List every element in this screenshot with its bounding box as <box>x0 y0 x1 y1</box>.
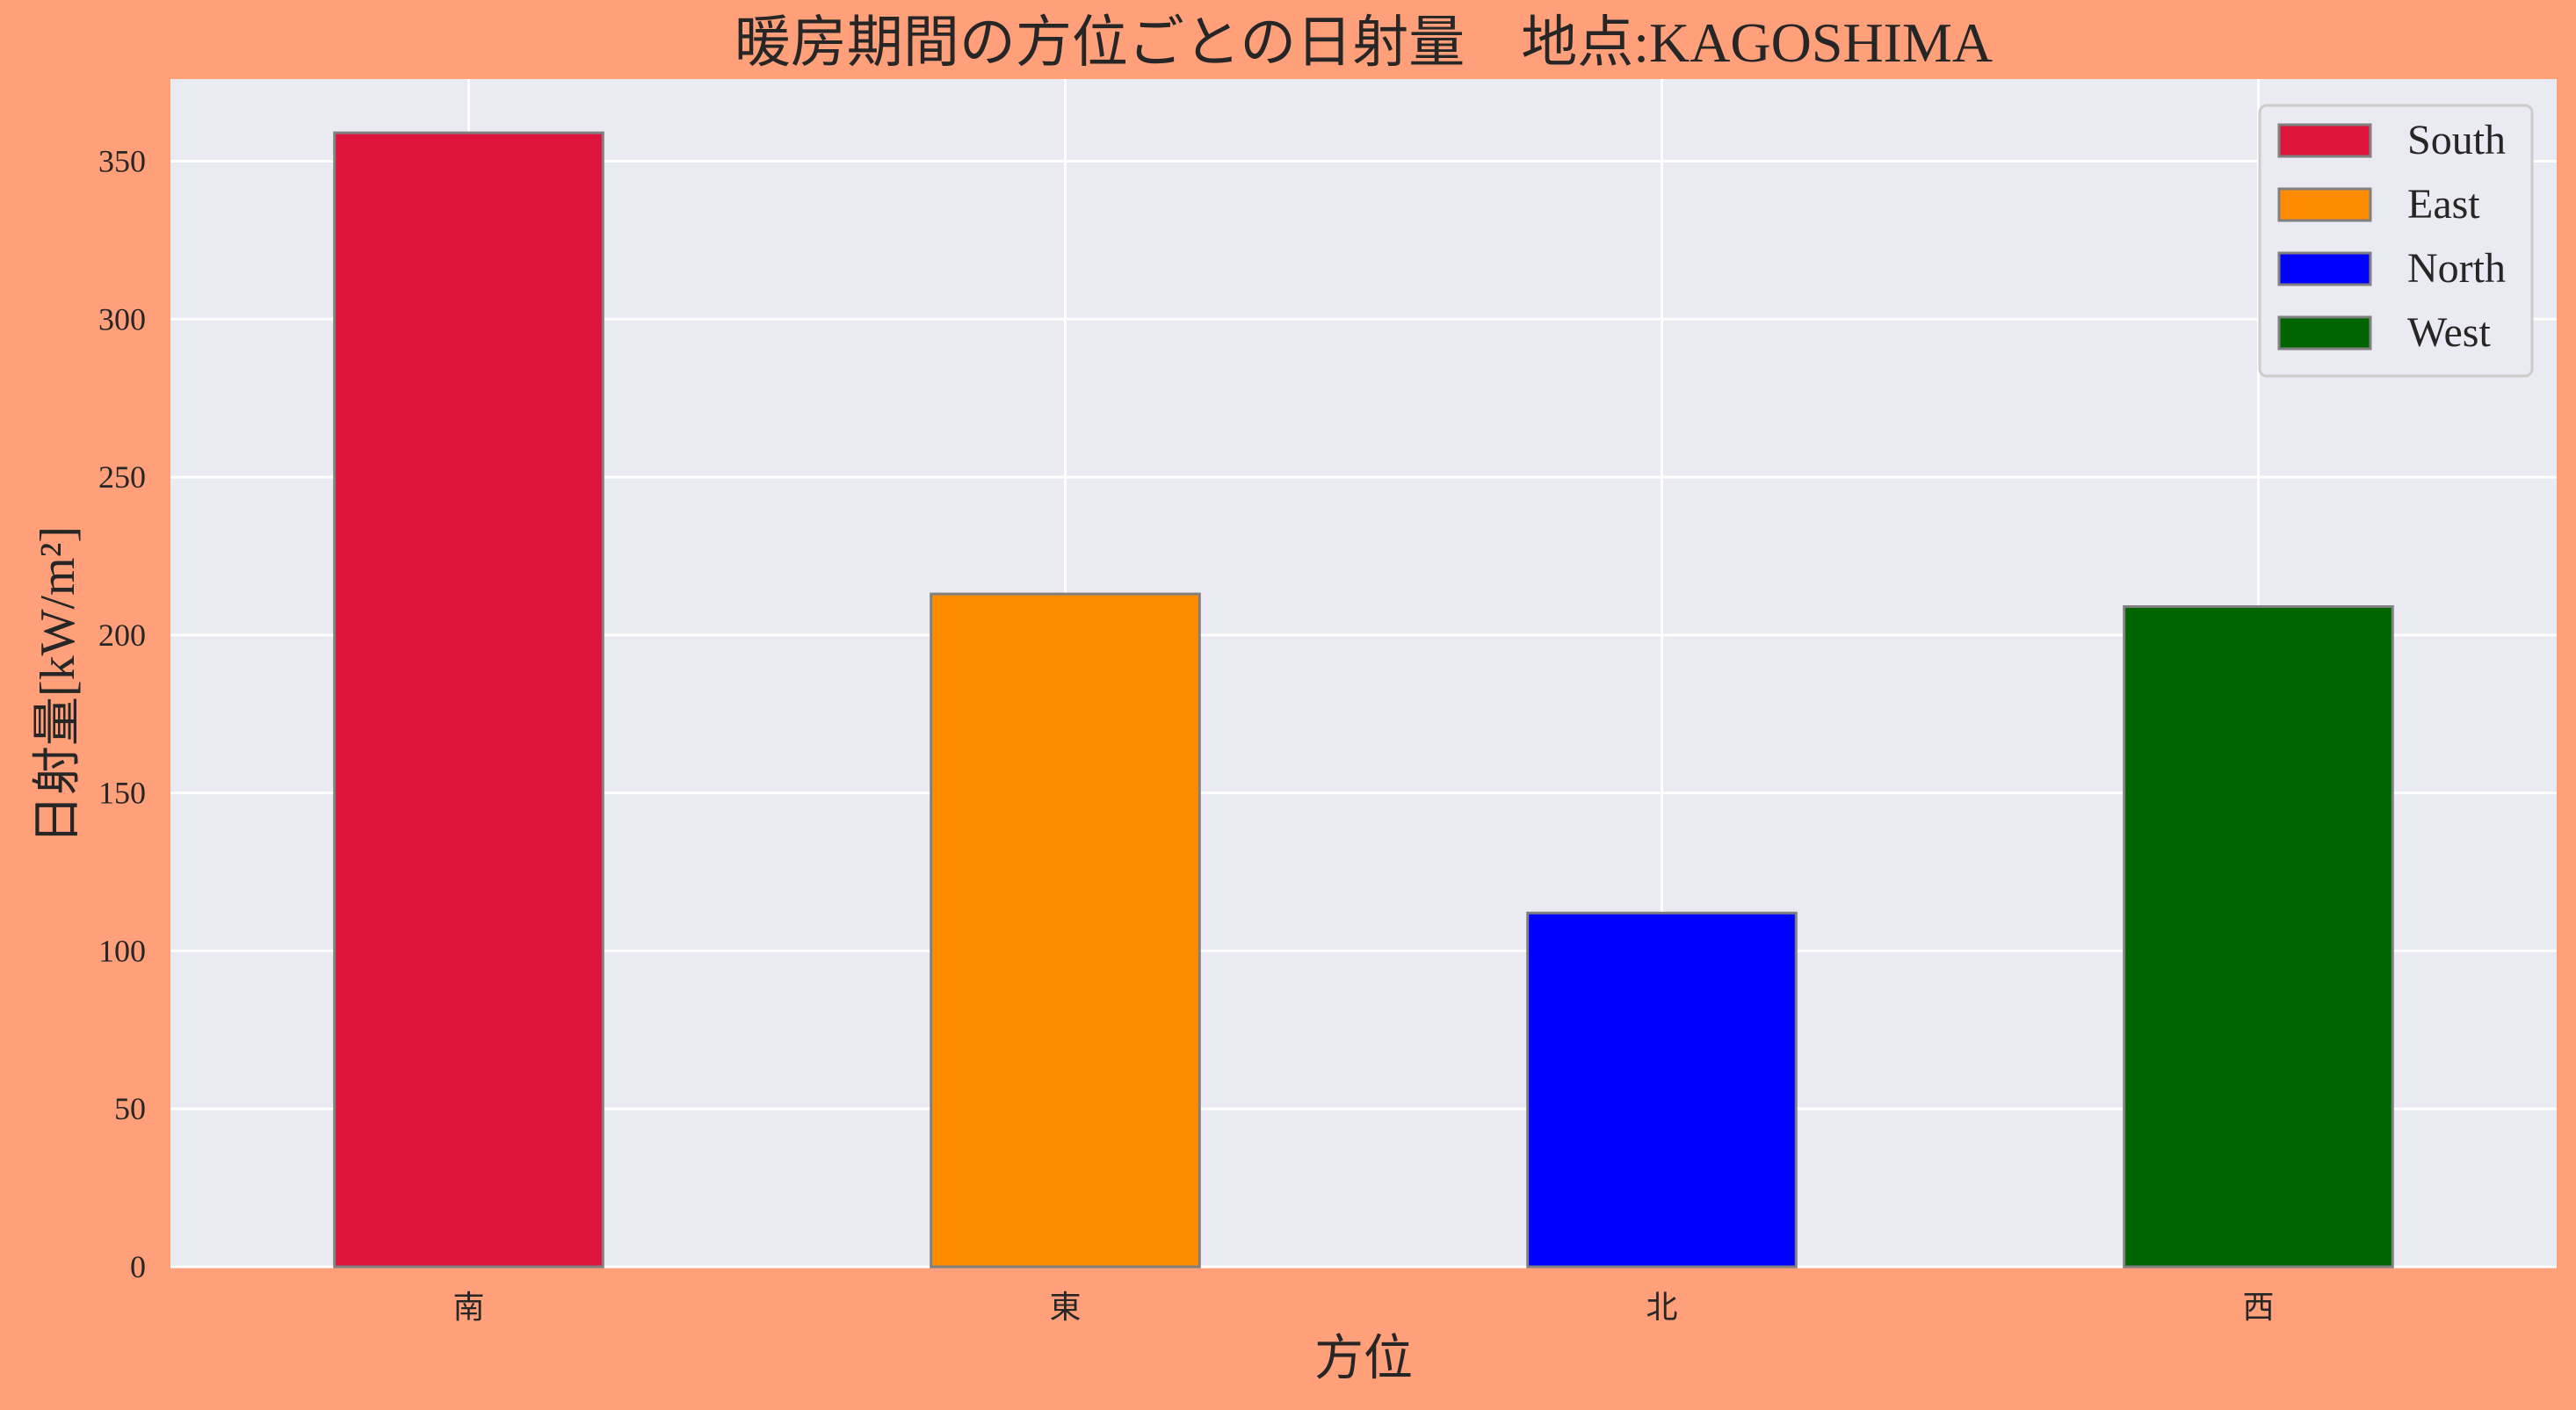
bar <box>1526 911 1798 1269</box>
y-tick-label: 50 <box>114 1091 146 1126</box>
legend: South East North West <box>2258 104 2534 378</box>
x-tick-label: 西 <box>2242 1290 2274 1325</box>
legend-label: North <box>2407 245 2506 292</box>
y-tick-label: 350 <box>98 143 146 178</box>
y-tick-label: 150 <box>98 776 146 811</box>
tick-labels: 0 50 100 150 200 250 300 350 南 東 北 西 <box>98 143 2275 1325</box>
legend-swatch <box>2277 251 2372 286</box>
legend-swatch <box>2277 315 2372 351</box>
bar <box>930 592 1201 1269</box>
legend-label: West <box>2407 309 2491 356</box>
y-tick-label: 200 <box>98 618 146 653</box>
bars <box>333 131 2394 1269</box>
y-tick-label: 250 <box>98 459 146 495</box>
y-tick-label: 100 <box>98 933 146 968</box>
legend-label: South <box>2407 117 2506 163</box>
x-axis-label: 方位 <box>1314 1332 1413 1386</box>
legend-swatch <box>2277 123 2372 158</box>
x-tick-label: 南 <box>452 1290 484 1325</box>
chart-title: 暖房期間の方位ごとの日射量 地点:KAGOSHIMA <box>734 11 1993 74</box>
x-tick-label: 北 <box>1646 1290 1677 1325</box>
bar <box>2123 604 2394 1269</box>
legend-swatch <box>2277 187 2372 222</box>
y-tick-label: 300 <box>98 301 146 336</box>
bar <box>333 131 604 1269</box>
y-axis-label: 日射量[kW/m²] <box>31 526 85 844</box>
x-tick-label: 東 <box>1049 1290 1081 1325</box>
legend-frame <box>2258 104 2534 378</box>
y-tick-label: 0 <box>130 1249 146 1284</box>
legend-label: East <box>2407 181 2480 228</box>
